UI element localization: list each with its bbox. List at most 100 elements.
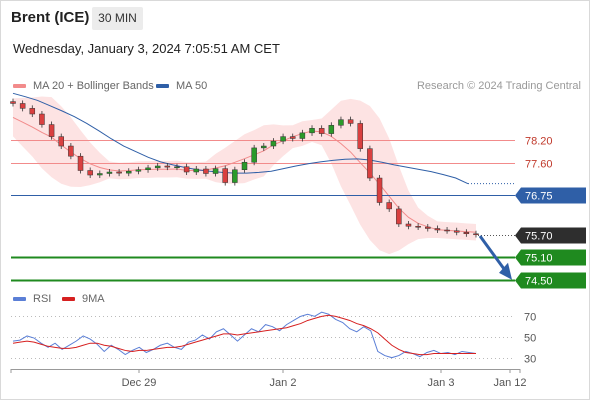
candle-body bbox=[39, 113, 45, 125]
candle-body bbox=[434, 228, 441, 231]
support-1-tag bbox=[515, 249, 586, 266]
candle bbox=[77, 153, 84, 174]
ma50-swatch-icon bbox=[156, 84, 169, 88]
candle-body bbox=[280, 136, 286, 142]
candle bbox=[434, 225, 441, 234]
legend-ma20: MA 20 + Bollinger Bands bbox=[13, 80, 154, 92]
candle-body bbox=[48, 124, 55, 137]
candle-body bbox=[396, 208, 402, 225]
candle-body bbox=[77, 155, 84, 171]
candle bbox=[39, 110, 45, 128]
candle bbox=[116, 168, 122, 177]
candle bbox=[444, 226, 450, 234]
candle bbox=[386, 199, 392, 212]
candle-body bbox=[212, 168, 219, 174]
legend-ma20-label: MA 20 + Bollinger Bands bbox=[33, 80, 154, 92]
candle-body bbox=[154, 165, 161, 169]
candle-body bbox=[463, 232, 470, 235]
last-price-tag bbox=[515, 227, 586, 244]
candle bbox=[164, 162, 171, 171]
candle-body bbox=[58, 136, 64, 147]
candle bbox=[212, 165, 219, 177]
candle-body bbox=[135, 169, 142, 172]
support-2-tag bbox=[515, 272, 586, 289]
candle bbox=[87, 167, 93, 179]
candle-body bbox=[106, 171, 113, 174]
rsi-ma-line bbox=[12, 314, 476, 356]
candle bbox=[232, 166, 238, 186]
candle bbox=[174, 163, 180, 171]
candle bbox=[280, 133, 286, 145]
candle bbox=[48, 121, 55, 140]
candle bbox=[203, 165, 209, 177]
legend-rsi-ma: 9MA bbox=[62, 293, 105, 305]
candle bbox=[357, 120, 363, 152]
candle bbox=[318, 125, 325, 137]
candle-body bbox=[203, 168, 209, 174]
candle-body bbox=[415, 225, 421, 228]
candle bbox=[106, 168, 113, 177]
support-2-label: 74.50 bbox=[525, 276, 553, 288]
candle bbox=[309, 125, 315, 136]
candle bbox=[473, 230, 479, 238]
rsi-line bbox=[12, 311, 477, 359]
candle bbox=[10, 98, 16, 107]
candle bbox=[135, 166, 142, 175]
support-1-label: 75.10 bbox=[525, 253, 553, 265]
candle-body bbox=[338, 119, 344, 126]
candle-body bbox=[241, 161, 248, 170]
candle bbox=[463, 229, 470, 237]
candle-body bbox=[367, 148, 373, 179]
timeframe-badge[interactable]: 30 MIN bbox=[92, 7, 143, 30]
resistance-2-label: 78.20 bbox=[525, 136, 553, 148]
candle bbox=[299, 129, 306, 142]
candle bbox=[453, 227, 460, 236]
candle bbox=[126, 168, 132, 177]
rsi-tick-label: 70 bbox=[524, 312, 536, 324]
candle-body bbox=[405, 223, 412, 227]
candle-body bbox=[116, 171, 122, 174]
candle-body bbox=[193, 168, 200, 173]
ma50-line bbox=[12, 92, 469, 185]
candle bbox=[241, 159, 248, 173]
legend-rsi: RSI bbox=[13, 293, 51, 305]
rsi-tick-label: 50 bbox=[524, 333, 536, 345]
candle-body bbox=[270, 140, 277, 147]
forecast-arrow-shaft bbox=[478, 235, 507, 272]
candle bbox=[145, 164, 151, 173]
candle bbox=[19, 100, 26, 112]
pivot-tag bbox=[515, 187, 586, 204]
candle-body bbox=[29, 108, 36, 115]
candle-body bbox=[222, 168, 228, 183]
forecast-arrow-icon bbox=[499, 262, 512, 280]
candle bbox=[29, 105, 36, 118]
instrument-title: Brent (ICE) bbox=[11, 9, 90, 26]
candle-body bbox=[164, 165, 171, 168]
candle bbox=[425, 223, 431, 232]
candle-body bbox=[68, 145, 74, 157]
candle bbox=[347, 116, 354, 127]
candle-body bbox=[183, 166, 190, 173]
candle-body bbox=[251, 147, 257, 163]
x-tick-label: Jan 12 bbox=[493, 377, 526, 389]
candle-body bbox=[289, 136, 296, 139]
candle bbox=[405, 220, 412, 230]
candle bbox=[415, 223, 421, 231]
legend-rsi-ma-label: 9MA bbox=[82, 293, 105, 305]
candle-body bbox=[376, 177, 383, 203]
legend-rsi-label: RSI bbox=[33, 293, 52, 305]
candle bbox=[396, 205, 402, 227]
rsi-ma-swatch-icon bbox=[62, 297, 75, 301]
candle bbox=[154, 162, 161, 171]
candle-body bbox=[299, 132, 306, 139]
x-tick-label: Dec 29 bbox=[122, 377, 157, 389]
candle-body bbox=[261, 145, 267, 149]
candle-body bbox=[232, 169, 238, 183]
research-credit: Research © 2024 Trading Central bbox=[416, 80, 581, 92]
candle-body bbox=[357, 123, 363, 149]
candle bbox=[58, 133, 64, 150]
candle-body bbox=[145, 167, 151, 170]
candle bbox=[367, 145, 373, 182]
bollinger-band bbox=[13, 96, 476, 255]
